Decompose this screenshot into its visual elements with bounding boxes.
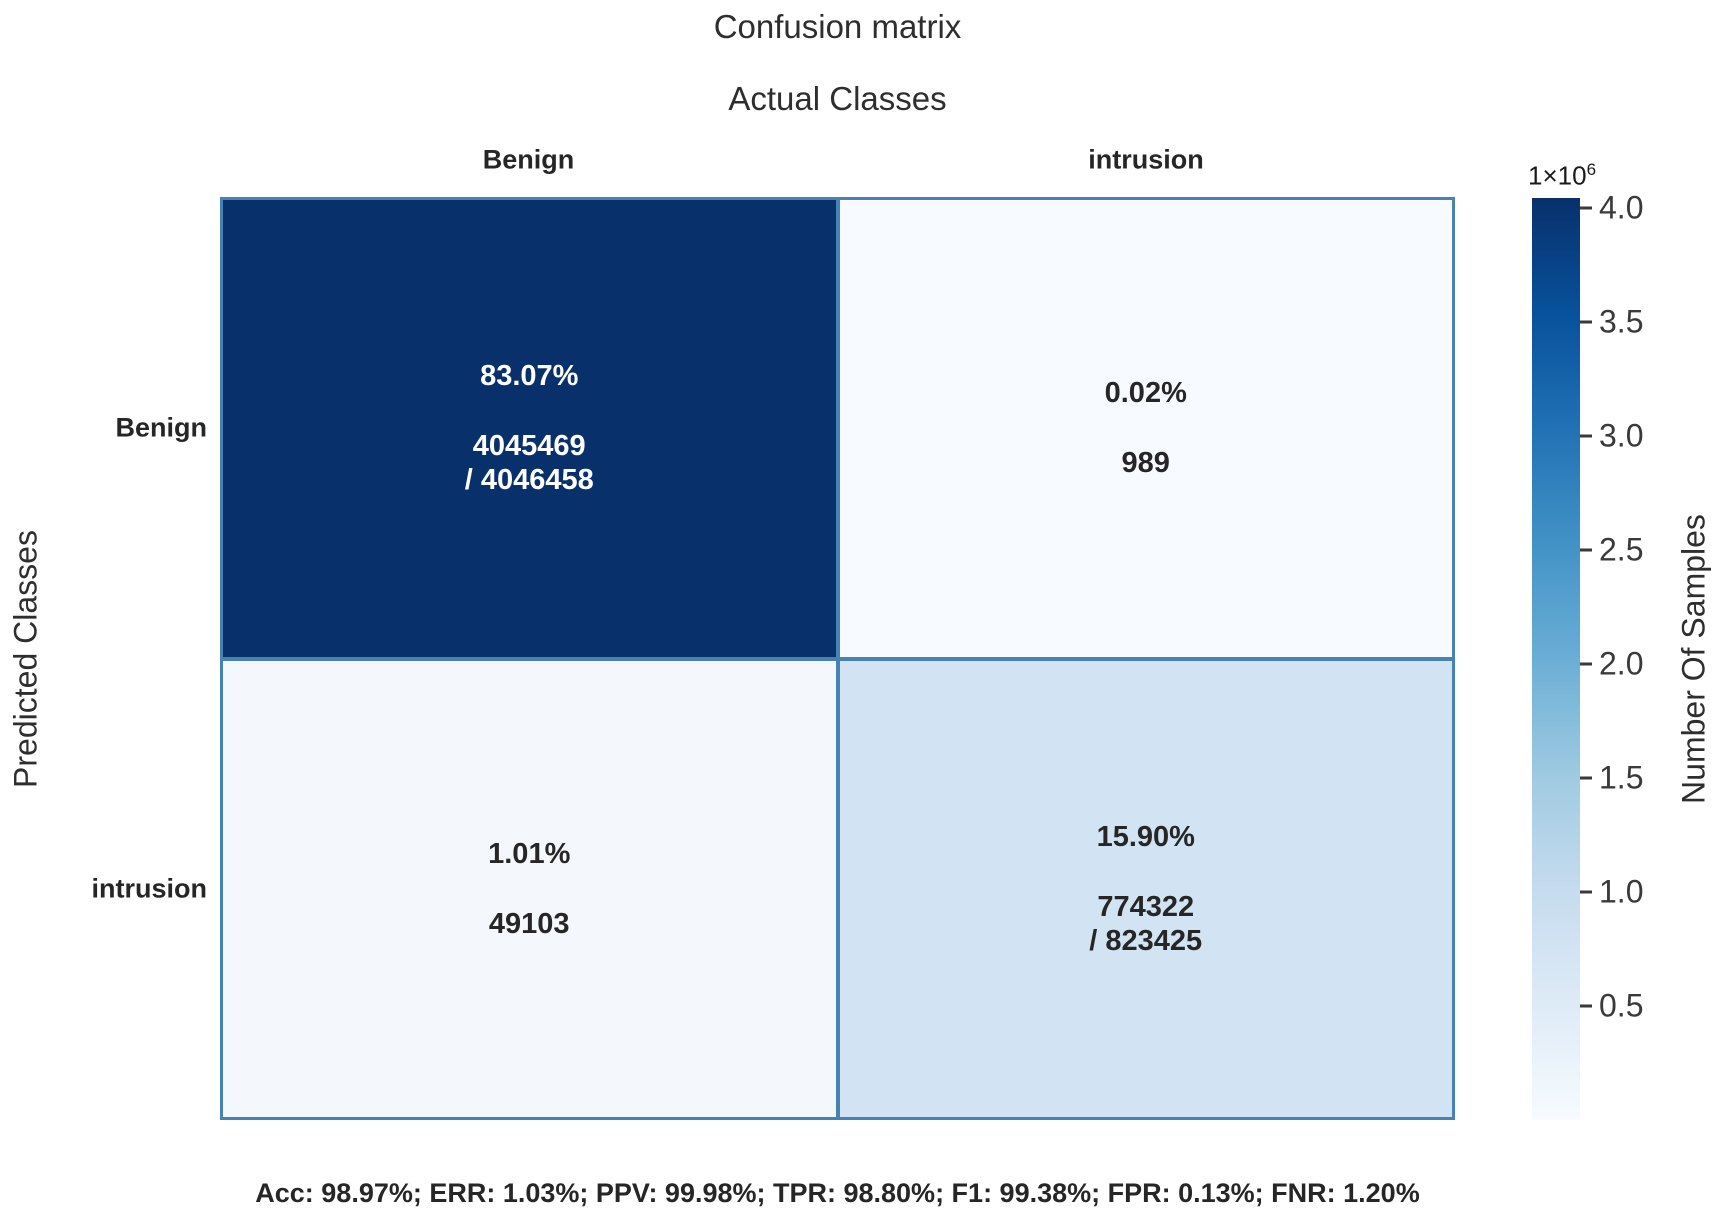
cell-count-value: 989 xyxy=(1121,447,1170,480)
cell-count: 774322 / 823425 xyxy=(1089,890,1202,958)
cell-percentage: 0.02% xyxy=(1104,377,1187,410)
column-header-benign: Benign xyxy=(482,144,575,175)
column-header-intrusion: intrusion xyxy=(1088,144,1204,175)
tick-mark xyxy=(1580,1004,1592,1008)
cell-count-value: 774322 xyxy=(1097,890,1195,923)
tick-mark xyxy=(1580,434,1592,438)
tick-label: 1.5 xyxy=(1599,759,1644,796)
cell-count-value: 4045469 xyxy=(472,430,586,463)
metrics-summary: Acc: 98.97%; ERR: 1.03%; PPV: 99.98%; TP… xyxy=(255,1178,1420,1208)
cell-count-total: / 823425 xyxy=(1089,924,1203,957)
tick-label: 2.0 xyxy=(1599,645,1644,682)
cell-predicted-benign-actual-benign: 83.07% 4045469 / 4046458 xyxy=(223,200,836,657)
tick-mark xyxy=(1580,548,1592,552)
tick-mark xyxy=(1580,662,1592,666)
y-axis-title: Predicted Classes xyxy=(7,530,44,788)
tick-mark xyxy=(1580,320,1592,324)
cell-count: 4045469 / 4046458 xyxy=(465,429,594,497)
tick-label: 2.5 xyxy=(1599,531,1644,568)
colorbar-tick: 3.0 xyxy=(1580,418,1643,455)
colorbar-scale-base: 1×10 xyxy=(1528,160,1587,191)
colorbar-scale-exponent: 1×106 xyxy=(1528,160,1596,192)
cell-count: 989 xyxy=(1122,446,1170,480)
cell-predicted-intrusion-actual-benign: 1.01% 49103 xyxy=(223,660,836,1117)
cell-count-total: / 4046458 xyxy=(464,464,594,497)
tick-label: 3.5 xyxy=(1599,303,1644,340)
tick-mark xyxy=(1580,776,1592,780)
chart-title: Confusion matrix xyxy=(713,8,962,45)
colorbar-ticks: 4.0 3.5 3.0 2.5 2.0 1.5 1.0 0.5 xyxy=(1580,190,1710,1120)
tick-mark xyxy=(1580,206,1592,210)
tick-label: 0.5 xyxy=(1599,987,1644,1024)
x-axis-title: Actual Classes xyxy=(728,80,947,117)
row-header-intrusion: intrusion xyxy=(91,873,208,904)
cell-count-value: 49103 xyxy=(488,907,570,940)
tick-label: 3.0 xyxy=(1599,417,1644,454)
colorbar-gradient xyxy=(1532,198,1580,1120)
cell-percentage: 15.90% xyxy=(1096,820,1195,853)
heatmap-grid: 83.07% 4045469 / 4046458 0.02% 989 1.01%… xyxy=(220,197,1455,1120)
cell-percentage: 1.01% xyxy=(488,837,571,870)
colorbar-tick: 1.0 xyxy=(1580,874,1643,911)
colorbar-tick: 2.5 xyxy=(1580,532,1643,569)
colorbar-axis-label: Number Of Samples xyxy=(1675,514,1712,804)
colorbar-tick: 3.5 xyxy=(1580,304,1643,341)
colorbar-tick: 0.5 xyxy=(1580,988,1643,1025)
colorbar-tick: 1.5 xyxy=(1580,760,1643,797)
cell-percentage: 83.07% xyxy=(480,360,579,393)
cell-predicted-benign-actual-intrusion: 0.02% 989 xyxy=(839,200,1452,657)
cell-predicted-intrusion-actual-intrusion: 15.90% 774322 / 823425 xyxy=(839,660,1452,1117)
colorbar-tick: 2.0 xyxy=(1580,646,1643,683)
colorbar-tick: 4.0 xyxy=(1580,190,1643,227)
colorbar-scale-power: 6 xyxy=(1586,160,1597,179)
row-header-benign: Benign xyxy=(115,412,208,443)
tick-label: 1.0 xyxy=(1599,873,1644,910)
cell-count: 49103 xyxy=(489,907,570,941)
tick-label: 4.0 xyxy=(1599,189,1644,226)
tick-mark xyxy=(1580,890,1592,894)
